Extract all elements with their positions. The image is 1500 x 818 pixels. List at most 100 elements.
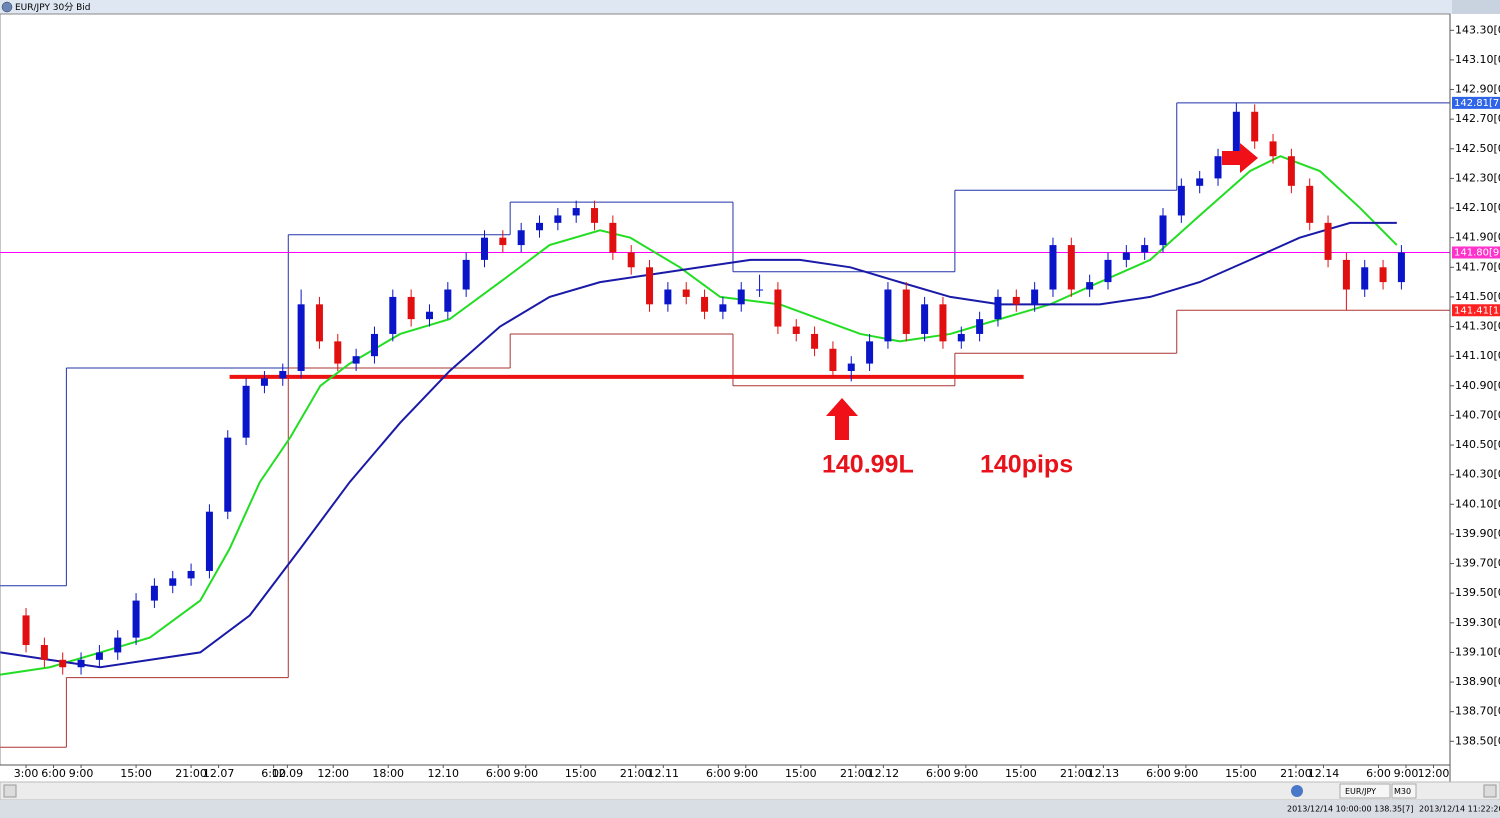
scroll-left[interactable] [3,784,17,798]
y-tick-label: 139.50[0 [1455,586,1500,599]
candle-body [682,289,690,297]
window-controls[interactable] [1452,0,1500,14]
x-tick-label: 9:00 [1174,767,1199,780]
y-tick-label: 143.10[0 [1455,53,1500,66]
x-tick-label: 6:00 [926,767,951,780]
candle-body [334,341,342,364]
candle-body [1086,282,1094,290]
annotation: 140.99L [822,451,914,479]
candle-body [719,304,727,312]
candle-body [1306,185,1314,223]
x-tick-label: 21:00 [620,767,652,780]
candle-body [40,645,48,660]
y-tick-label: 139.10[0 [1455,645,1500,658]
candle-body [77,659,85,668]
up-arrow [826,398,858,440]
candle-body [95,652,103,660]
price-label-bg [1452,304,1500,317]
candle-body [169,578,177,586]
candle-body [1287,156,1295,186]
status-icon[interactable] [1291,785,1303,797]
candle-body [1012,296,1020,305]
x-tick-label: 15:00 [1005,767,1037,780]
x-tick-label: 12.14 [1308,767,1340,780]
candle-body [536,222,544,231]
annotation: 140pips [980,451,1073,479]
candle-body [1122,252,1130,260]
scroll-right[interactable] [1483,784,1497,798]
symbol-select[interactable] [1339,783,1391,799]
candle-body [1269,141,1277,157]
candle-body [315,304,323,342]
x-tick-label: 9:00 [954,767,979,780]
x-tick-label: 9:00 [1394,767,1419,780]
x-tick-label: 15:00 [120,767,152,780]
y-tick-label: 140.90[0 [1455,379,1500,392]
candle-body [517,230,525,246]
candle-body [370,333,378,357]
window-icon[interactable] [1,1,13,13]
candle-body [1031,289,1039,305]
timeframe-select[interactable] [1391,783,1417,799]
candle-body [297,304,305,371]
moving-average [0,155,1398,676]
price-label-bg [1452,96,1500,109]
x-tick-label: 21:00 [175,767,207,780]
candle-body [994,296,1002,320]
y-tick-label: 139.30[0 [1455,616,1500,629]
y-tick-label: 141.30[0 [1455,320,1500,333]
candle-body [847,363,855,371]
candle-body [425,311,433,320]
price-label-bg [1452,246,1500,259]
candle-body [609,222,617,253]
status-symbol[interactable]: EUR/JPY [1345,787,1376,796]
x-tick-label: 9:00 [513,767,538,780]
candle-body [554,215,562,223]
candle-body [1342,259,1350,290]
candle-body [114,637,122,653]
candle-body [1214,156,1222,179]
candle-body [792,326,800,334]
candle-body [1067,245,1075,290]
x-tick-label: 9:00 [733,767,758,780]
x-tick-label: 21:00 [840,767,872,780]
candle-body [352,356,360,364]
candle-body [279,370,287,379]
scroll-bar[interactable] [0,781,1500,801]
x-tick-label: 15:00 [785,767,817,780]
candle-body [1361,267,1369,290]
candle-body [572,208,580,216]
y-tick-label: 140.70[0 [1455,408,1500,421]
x-tick-label: 18:00 [372,767,404,780]
y-tick-label: 138.50[0 [1455,734,1500,747]
candle-body [1324,222,1332,260]
price-label: 142.81[7 [1454,98,1499,109]
y-tick-label: 138.70[0 [1455,705,1500,718]
right-arrow [1222,143,1258,173]
candle-body [646,267,654,305]
candle-body [1397,252,1405,283]
x-tick-label: 21:00 [1280,767,1312,780]
y-tick-label: 139.90[0 [1455,527,1500,540]
x-tick-label: 3:00 [14,767,39,780]
candle-body [407,296,415,320]
candle-body [224,437,232,512]
y-tick-label: 142.70[0 [1455,112,1500,125]
y-tick-label: 141.50[0 [1455,290,1500,303]
candle-body [902,289,910,334]
status-bar [0,800,1500,818]
y-tick-label: 138.90[0 [1455,675,1500,688]
x-tick-label: 12.12 [868,767,900,780]
candle-body [976,319,984,334]
plot [0,102,1450,748]
candle-body [242,385,250,438]
candle-body [921,304,929,334]
window-title: EUR/JPY 30分 Bid [15,2,91,13]
candle-body [627,252,635,268]
candle-body [1196,178,1204,186]
moving-average [0,221,1397,669]
x-tick-label: 6:00 [486,767,511,780]
candle-body [884,289,892,342]
status-timeframe[interactable]: M30 [1394,787,1411,796]
